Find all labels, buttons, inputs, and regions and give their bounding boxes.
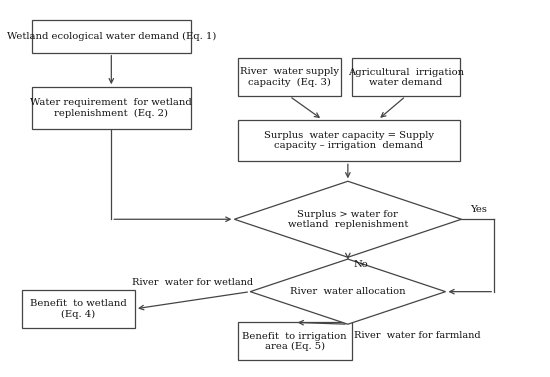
Text: River  water allocation: River water allocation	[290, 287, 406, 296]
Text: River  water for wetland: River water for wetland	[132, 278, 253, 287]
FancyBboxPatch shape	[32, 20, 190, 53]
Text: River  water for farmland: River water for farmland	[354, 331, 481, 340]
FancyBboxPatch shape	[238, 322, 351, 360]
Text: Water requirement  for wetland
replenishment  (Eq. 2): Water requirement for wetland replenishm…	[30, 98, 192, 118]
FancyBboxPatch shape	[21, 290, 135, 328]
Polygon shape	[250, 259, 446, 324]
FancyBboxPatch shape	[32, 87, 190, 129]
FancyBboxPatch shape	[238, 58, 341, 96]
FancyBboxPatch shape	[238, 120, 460, 161]
Polygon shape	[234, 181, 461, 257]
Text: Benefit  to irrigation
area (Eq. 5): Benefit to irrigation area (Eq. 5)	[243, 332, 347, 351]
Text: No: No	[353, 260, 368, 269]
Text: Surplus > water for
wetland  replenishment: Surplus > water for wetland replenishmen…	[288, 210, 408, 229]
Text: Yes: Yes	[470, 205, 487, 214]
FancyBboxPatch shape	[351, 58, 460, 96]
Text: Benefit  to wetland
(Eq. 4): Benefit to wetland (Eq. 4)	[30, 299, 127, 319]
Text: River  water supply
capacity  (Eq. 3): River water supply capacity (Eq. 3)	[240, 67, 339, 87]
Text: Agricultural  irrigation
water demand: Agricultural irrigation water demand	[348, 67, 464, 87]
Text: Surplus  water capacity = Supply
capacity – irrigation  demand: Surplus water capacity = Supply capacity…	[264, 131, 434, 150]
Text: Wetland ecological water demand (Eq. 1): Wetland ecological water demand (Eq. 1)	[7, 32, 216, 41]
